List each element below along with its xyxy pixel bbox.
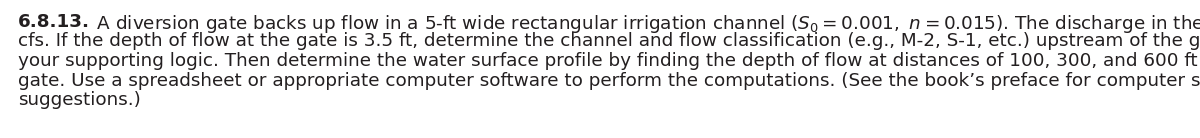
Text: your supporting logic. Then determine the water surface profile by finding the d: your supporting logic. Then determine th… [18, 52, 1200, 70]
Text: 6.8.13.: 6.8.13. [18, 13, 90, 31]
Text: cfs. If the depth of flow at the gate is 3.5 ft, determine the channel and flow : cfs. If the depth of flow at the gate is… [18, 33, 1200, 51]
Text: gate. Use a spreadsheet or appropriate computer software to perform the computat: gate. Use a spreadsheet or appropriate c… [18, 71, 1200, 90]
Text: A diversion gate backs up flow in a 5-ft wide rectangular irrigation channel ($S: A diversion gate backs up flow in a 5-ft… [91, 13, 1200, 35]
Text: suggestions.): suggestions.) [18, 91, 140, 109]
